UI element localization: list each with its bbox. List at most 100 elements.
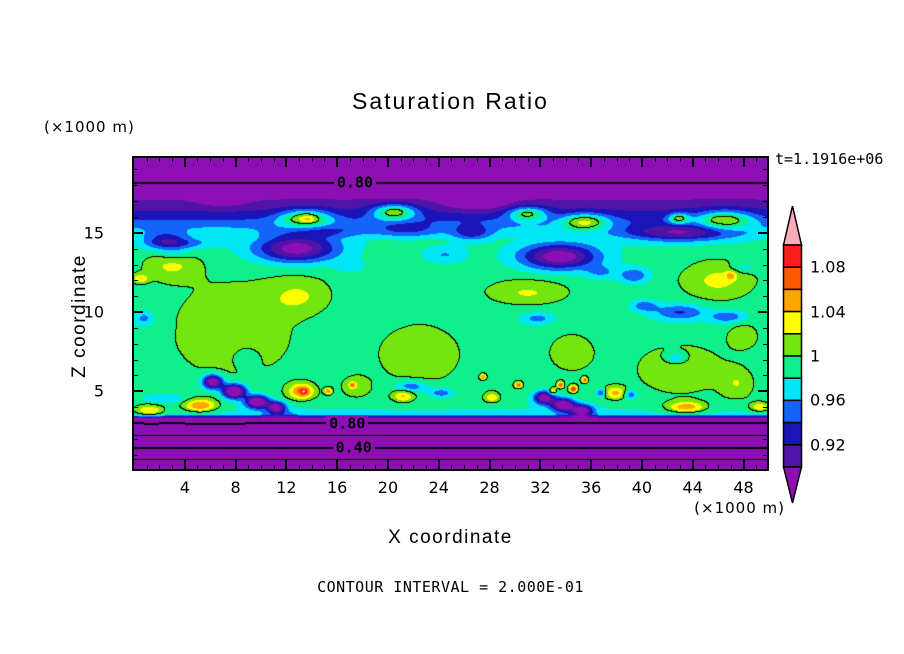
- tick-mark: [285, 158, 288, 167]
- contour-label: 0.80: [326, 415, 369, 432]
- tick-mark: [527, 465, 529, 469]
- tick-mark: [437, 158, 440, 167]
- contour-interval-note: CONTOUR INTERVAL = 2.000E-01: [317, 578, 584, 596]
- colorbar-swatch: [782, 399, 803, 424]
- tick-mark: [578, 465, 580, 469]
- tick-mark: [183, 158, 186, 167]
- tick-mark: [349, 158, 351, 162]
- tick-mark: [590, 158, 593, 167]
- tick-mark: [565, 465, 567, 469]
- colorbar-swatch: [782, 377, 803, 402]
- tick-mark: [763, 248, 767, 250]
- tick-mark: [413, 158, 415, 162]
- x-tick-label: 24: [428, 478, 449, 497]
- colorbar-low-arrow: [782, 466, 803, 504]
- tick-mark: [758, 231, 767, 234]
- tick-mark: [273, 158, 275, 162]
- tick-mark: [763, 359, 767, 361]
- tick-mark: [375, 465, 377, 469]
- tick-mark: [464, 158, 466, 162]
- tick-mark: [324, 465, 326, 469]
- x-tick-label: 28: [479, 478, 500, 497]
- tick-mark: [654, 465, 656, 469]
- tick-mark: [763, 375, 767, 377]
- tick-mark: [234, 158, 237, 167]
- colorbar-tick-label: 1.08: [810, 257, 846, 277]
- tick-mark: [451, 158, 453, 162]
- tick-mark: [553, 465, 555, 469]
- tick-mark: [336, 158, 339, 167]
- tick-mark: [629, 465, 631, 469]
- contour-label: 0.40: [332, 439, 375, 457]
- tick-mark: [476, 158, 478, 162]
- x-tick-label: 48: [733, 478, 754, 497]
- tick-mark: [273, 465, 275, 469]
- tick-mark: [311, 465, 313, 469]
- tick-mark: [260, 158, 262, 162]
- tick-mark: [680, 465, 682, 469]
- tick-mark: [222, 465, 224, 469]
- tick-mark: [763, 201, 767, 203]
- z-tick-label: 10: [83, 302, 104, 322]
- tick-mark: [386, 158, 389, 167]
- tick-mark: [730, 158, 732, 162]
- colorbar-tick-label: 0.92: [810, 435, 846, 455]
- tick-mark: [667, 158, 669, 162]
- tick-mark: [146, 158, 148, 162]
- tick-mark: [629, 158, 631, 162]
- tick-mark: [514, 158, 516, 162]
- colorbar-tick-label: 0.96: [810, 390, 846, 410]
- tick-mark: [691, 460, 694, 469]
- tick-mark: [763, 169, 767, 171]
- tick-mark: [260, 465, 262, 469]
- tick-mark: [763, 264, 767, 266]
- tick-mark: [134, 375, 138, 377]
- x-tick-label: 44: [682, 478, 703, 497]
- x-axis-units: (×1000 m): [694, 499, 785, 517]
- timestamp: t=1.1916e+06: [775, 150, 884, 168]
- page-title: Saturation Ratio: [352, 88, 549, 114]
- tick-mark: [285, 460, 288, 469]
- tick-mark: [234, 460, 237, 469]
- tick-mark: [311, 158, 313, 162]
- tick-mark: [763, 280, 767, 282]
- tick-mark: [134, 438, 138, 440]
- tick-mark: [718, 465, 720, 469]
- tick-mark: [134, 454, 138, 456]
- tick-mark: [134, 343, 138, 345]
- tick-mark: [763, 216, 767, 218]
- tick-mark: [763, 423, 767, 425]
- tick-mark: [400, 158, 402, 162]
- colorbar-swatch: [782, 444, 803, 468]
- tick-mark: [718, 158, 720, 162]
- tick-mark: [763, 407, 767, 409]
- colorbar-swatch: [782, 310, 803, 335]
- colorbar-swatch: [782, 288, 803, 313]
- tick-mark: [476, 465, 478, 469]
- tick-mark: [426, 465, 428, 469]
- contour-label: 0.80: [333, 174, 376, 192]
- tick-mark: [134, 231, 143, 234]
- x-axis-label: X coordinate: [388, 527, 513, 548]
- tick-mark: [691, 158, 694, 167]
- tick-mark: [172, 158, 174, 162]
- tick-mark: [758, 390, 767, 393]
- tick-mark: [640, 460, 643, 469]
- tick-mark: [763, 454, 767, 456]
- tick-mark: [134, 201, 138, 203]
- colorbar-swatch: [782, 421, 803, 446]
- tick-mark: [763, 185, 767, 187]
- x-tick-label: 16: [326, 478, 348, 497]
- tick-mark: [565, 158, 567, 162]
- tick-mark: [667, 465, 669, 469]
- tick-mark: [539, 158, 542, 167]
- tick-mark: [502, 158, 504, 162]
- contour-field-canvas: [134, 158, 767, 469]
- tick-mark: [400, 465, 402, 469]
- tick-mark: [680, 158, 682, 162]
- tick-mark: [248, 158, 250, 162]
- tick-mark: [763, 438, 767, 440]
- z-axis-units: (×1000 m): [44, 118, 135, 136]
- tick-mark: [464, 465, 466, 469]
